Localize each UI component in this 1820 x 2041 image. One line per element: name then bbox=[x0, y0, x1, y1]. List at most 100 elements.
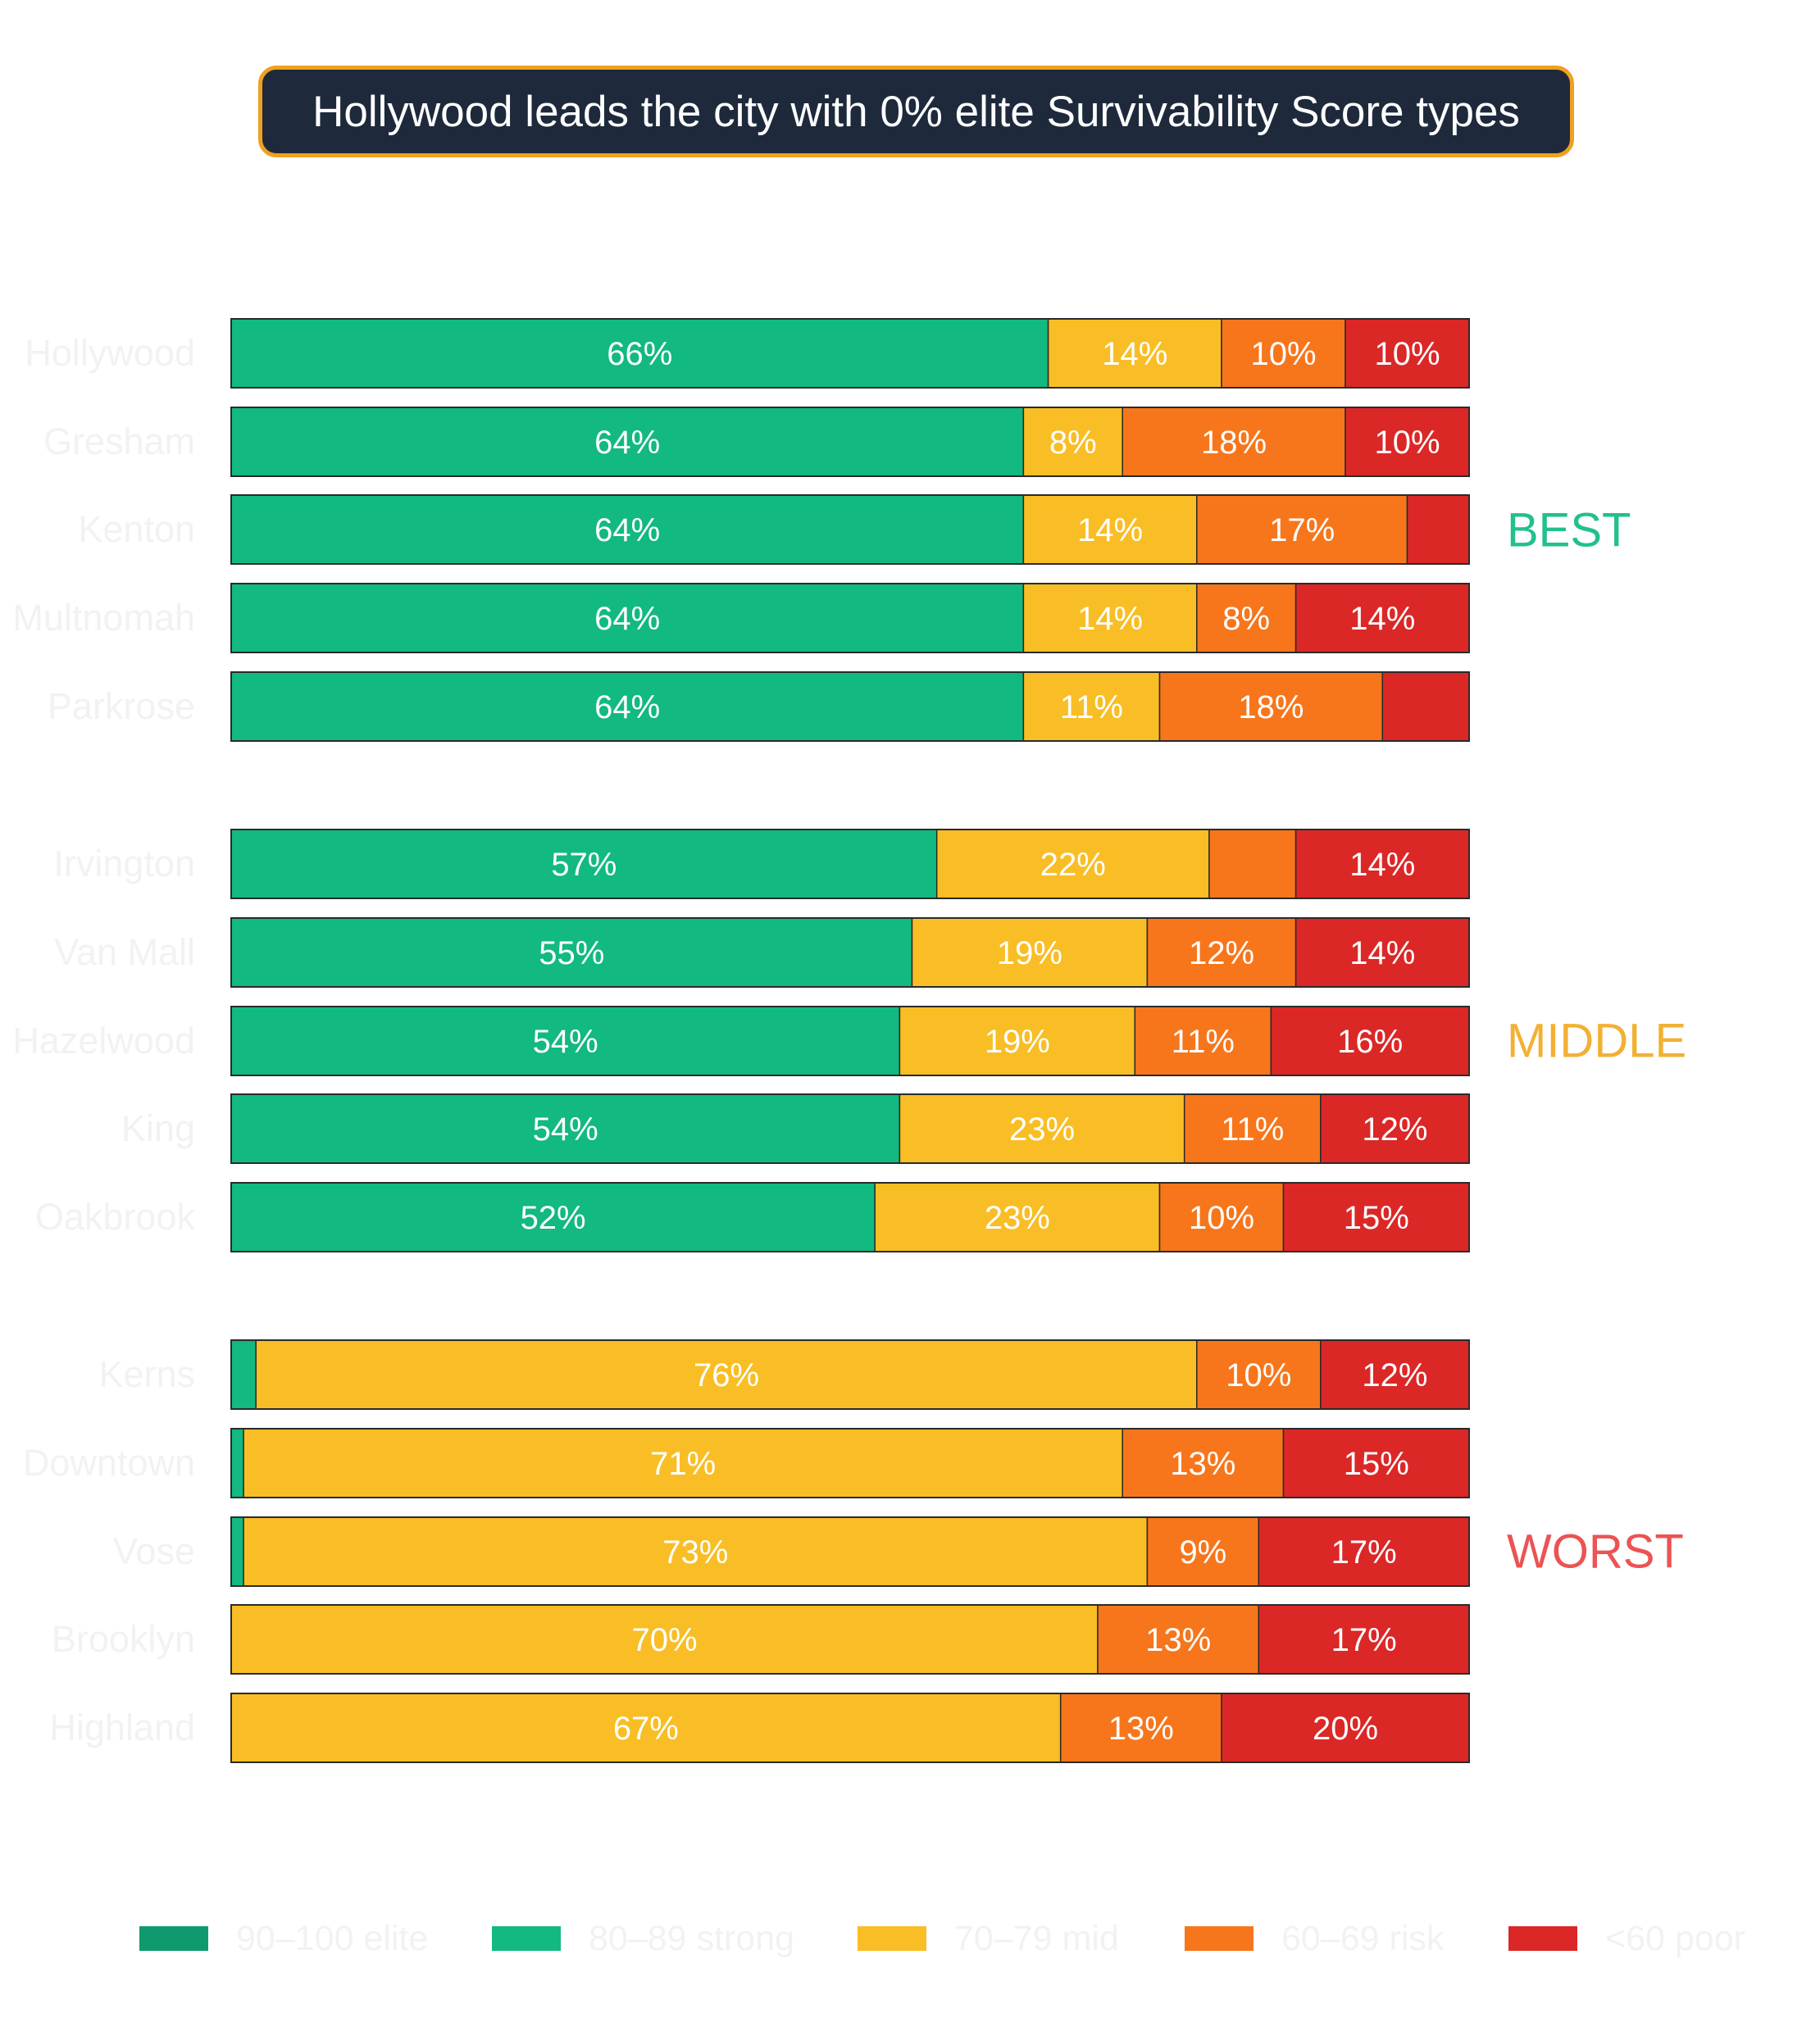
group-label-middle: MIDDLE bbox=[1507, 1015, 1686, 1068]
legend-label: 90–100 elite bbox=[236, 1919, 428, 1958]
data-label: 64% bbox=[594, 425, 660, 461]
bar-segment-70-79-mid bbox=[1047, 318, 1222, 389]
row-label: Irvington bbox=[53, 843, 195, 884]
bar-segment-70-79-mid bbox=[911, 917, 1149, 988]
row-label: Vose bbox=[113, 1530, 195, 1572]
data-label: 11% bbox=[1060, 689, 1123, 725]
bar-segment-70-79-mid bbox=[1022, 494, 1198, 565]
bar-frame bbox=[230, 318, 1470, 389]
bar-segment-80-89-strong bbox=[230, 671, 1025, 742]
data-label: 73% bbox=[662, 1534, 728, 1571]
bar-segment-70-79-mid bbox=[1022, 407, 1123, 477]
legend-label: 70–79 mid bbox=[954, 1919, 1119, 1958]
chart-title: Hollywood leads the city with 0% elite S… bbox=[312, 87, 1520, 136]
bar-row-hollywood: Hollywood 66% 14% 10% 10% bbox=[25, 318, 1470, 389]
bar-segment-60-69-risk bbox=[1196, 583, 1297, 653]
bar-frame bbox=[230, 1006, 1470, 1076]
row-label: Van Mall bbox=[54, 931, 195, 973]
data-label: 13% bbox=[1170, 1446, 1235, 1482]
data-label: 12% bbox=[1362, 1357, 1427, 1393]
row-label: Highland bbox=[49, 1707, 195, 1748]
row-label: Kerns bbox=[98, 1353, 195, 1395]
bar-segment-70-79-mid bbox=[255, 1339, 1198, 1410]
bar-row-hazelwood: Hazelwood 54% 19% 11% 16% bbox=[12, 1006, 1470, 1076]
bar-segment-60-poor bbox=[1406, 494, 1470, 565]
data-label: 76% bbox=[694, 1357, 759, 1393]
legend-label: <60 poor bbox=[1605, 1919, 1745, 1958]
bar-row-vose: Vose 73% 9% 17% bbox=[113, 1516, 1470, 1587]
bar-segment-60-poor bbox=[1381, 671, 1470, 742]
bar-segment-70-79-mid bbox=[1022, 671, 1161, 742]
bar-segment-80-89-strong bbox=[230, 1516, 244, 1587]
data-label: 10% bbox=[1374, 336, 1440, 372]
data-label: 67% bbox=[613, 1711, 679, 1747]
bar-row-gresham: Gresham 64% 8% 18% 10% bbox=[43, 407, 1470, 477]
bar-frame bbox=[230, 671, 1470, 742]
data-label: 23% bbox=[985, 1200, 1050, 1236]
data-label: 70% bbox=[631, 1622, 697, 1658]
data-label: 66% bbox=[607, 336, 672, 372]
data-label: 20% bbox=[1313, 1711, 1378, 1747]
data-label: 8% bbox=[1049, 425, 1097, 461]
legend-swatch-60-69-risk bbox=[1185, 1926, 1254, 1951]
row-label: Gresham bbox=[43, 420, 195, 462]
row-label: Hazelwood bbox=[12, 1020, 195, 1061]
bar-row-kenton: Kenton 64% 14% 17% bbox=[78, 494, 1470, 565]
data-label: 54% bbox=[533, 1111, 598, 1148]
legend-swatch-90-100-elite bbox=[139, 1926, 208, 1951]
data-label: 14% bbox=[1077, 512, 1143, 548]
bar-frame bbox=[230, 1693, 1470, 1763]
data-label: 10% bbox=[1226, 1357, 1291, 1393]
bar-row-king: King 54% 23% 11% 12% bbox=[121, 1093, 1470, 1164]
bar-segment-60-poor bbox=[1320, 1339, 1470, 1410]
row-label: Downtown bbox=[23, 1442, 195, 1484]
data-label: 14% bbox=[1077, 601, 1143, 637]
data-label: 12% bbox=[1362, 1111, 1427, 1148]
legend: 90–100 elite 80–89 strong 70–79 mid 60–69 r… bbox=[139, 1919, 1745, 1958]
bar-segment-70-79-mid bbox=[1022, 583, 1198, 653]
data-label: 14% bbox=[1349, 935, 1415, 971]
group-label-worst: WORST bbox=[1507, 1525, 1684, 1579]
data-label: 54% bbox=[533, 1024, 598, 1060]
data-label: 17% bbox=[1331, 1534, 1397, 1571]
bar-frame bbox=[230, 1093, 1470, 1164]
group-label-best: BEST bbox=[1507, 504, 1631, 557]
bar-frame bbox=[230, 1516, 1470, 1587]
bar-segment-60-69-risk bbox=[1183, 1093, 1322, 1164]
data-label: 52% bbox=[521, 1200, 586, 1236]
data-label: 23% bbox=[1009, 1111, 1075, 1148]
bar-row-brooklyn: Brooklyn 70% 13% 17% bbox=[52, 1604, 1470, 1675]
data-label: 64% bbox=[594, 512, 660, 548]
bar-segment-60-69-risk bbox=[1158, 671, 1384, 742]
data-label: 14% bbox=[1349, 847, 1415, 883]
bar-segment-70-79-mid bbox=[899, 1006, 1136, 1076]
data-label: 10% bbox=[1374, 425, 1440, 461]
chart-title-box: Hollywood leads the city with 0% elite S… bbox=[258, 66, 1574, 157]
bar-segment-60-69-risk bbox=[1196, 1339, 1322, 1410]
row-label: Multnomah bbox=[12, 597, 195, 639]
row-label: King bbox=[121, 1107, 195, 1149]
data-label: 9% bbox=[1179, 1534, 1226, 1571]
bar-segment-80-89-strong bbox=[230, 1182, 876, 1252]
bar-frame bbox=[230, 494, 1470, 565]
bar-segment-60-69-risk bbox=[1208, 829, 1297, 899]
data-label: 19% bbox=[997, 935, 1062, 971]
data-label: 64% bbox=[594, 601, 660, 637]
data-label: 71% bbox=[650, 1446, 716, 1482]
bar-segment-70-79-mid bbox=[899, 1093, 1185, 1164]
bar-segment-60-69-risk bbox=[1158, 1182, 1285, 1252]
data-label: 14% bbox=[1102, 336, 1167, 372]
data-label: 19% bbox=[985, 1024, 1050, 1060]
row-label: Parkrose bbox=[48, 685, 195, 727]
bar-segment-60-poor bbox=[1258, 1604, 1470, 1675]
data-label: 10% bbox=[1250, 336, 1316, 372]
bar-segment-70-79-mid bbox=[935, 829, 1210, 899]
bar-row-oakbrook: Oakbrook 52% 23% 10% 15% bbox=[35, 1182, 1470, 1252]
bar-segment-60-poor bbox=[1282, 1182, 1470, 1252]
bar-segment-80-89-strong bbox=[230, 829, 938, 899]
bar-row-downtown: Downtown 71% 13% 15% bbox=[23, 1428, 1470, 1498]
data-label: 16% bbox=[1337, 1024, 1403, 1060]
legend-swatch-80-89-strong bbox=[492, 1926, 561, 1951]
data-label: 17% bbox=[1331, 1622, 1397, 1658]
bar-segment-60-69-risk bbox=[1146, 1516, 1260, 1587]
